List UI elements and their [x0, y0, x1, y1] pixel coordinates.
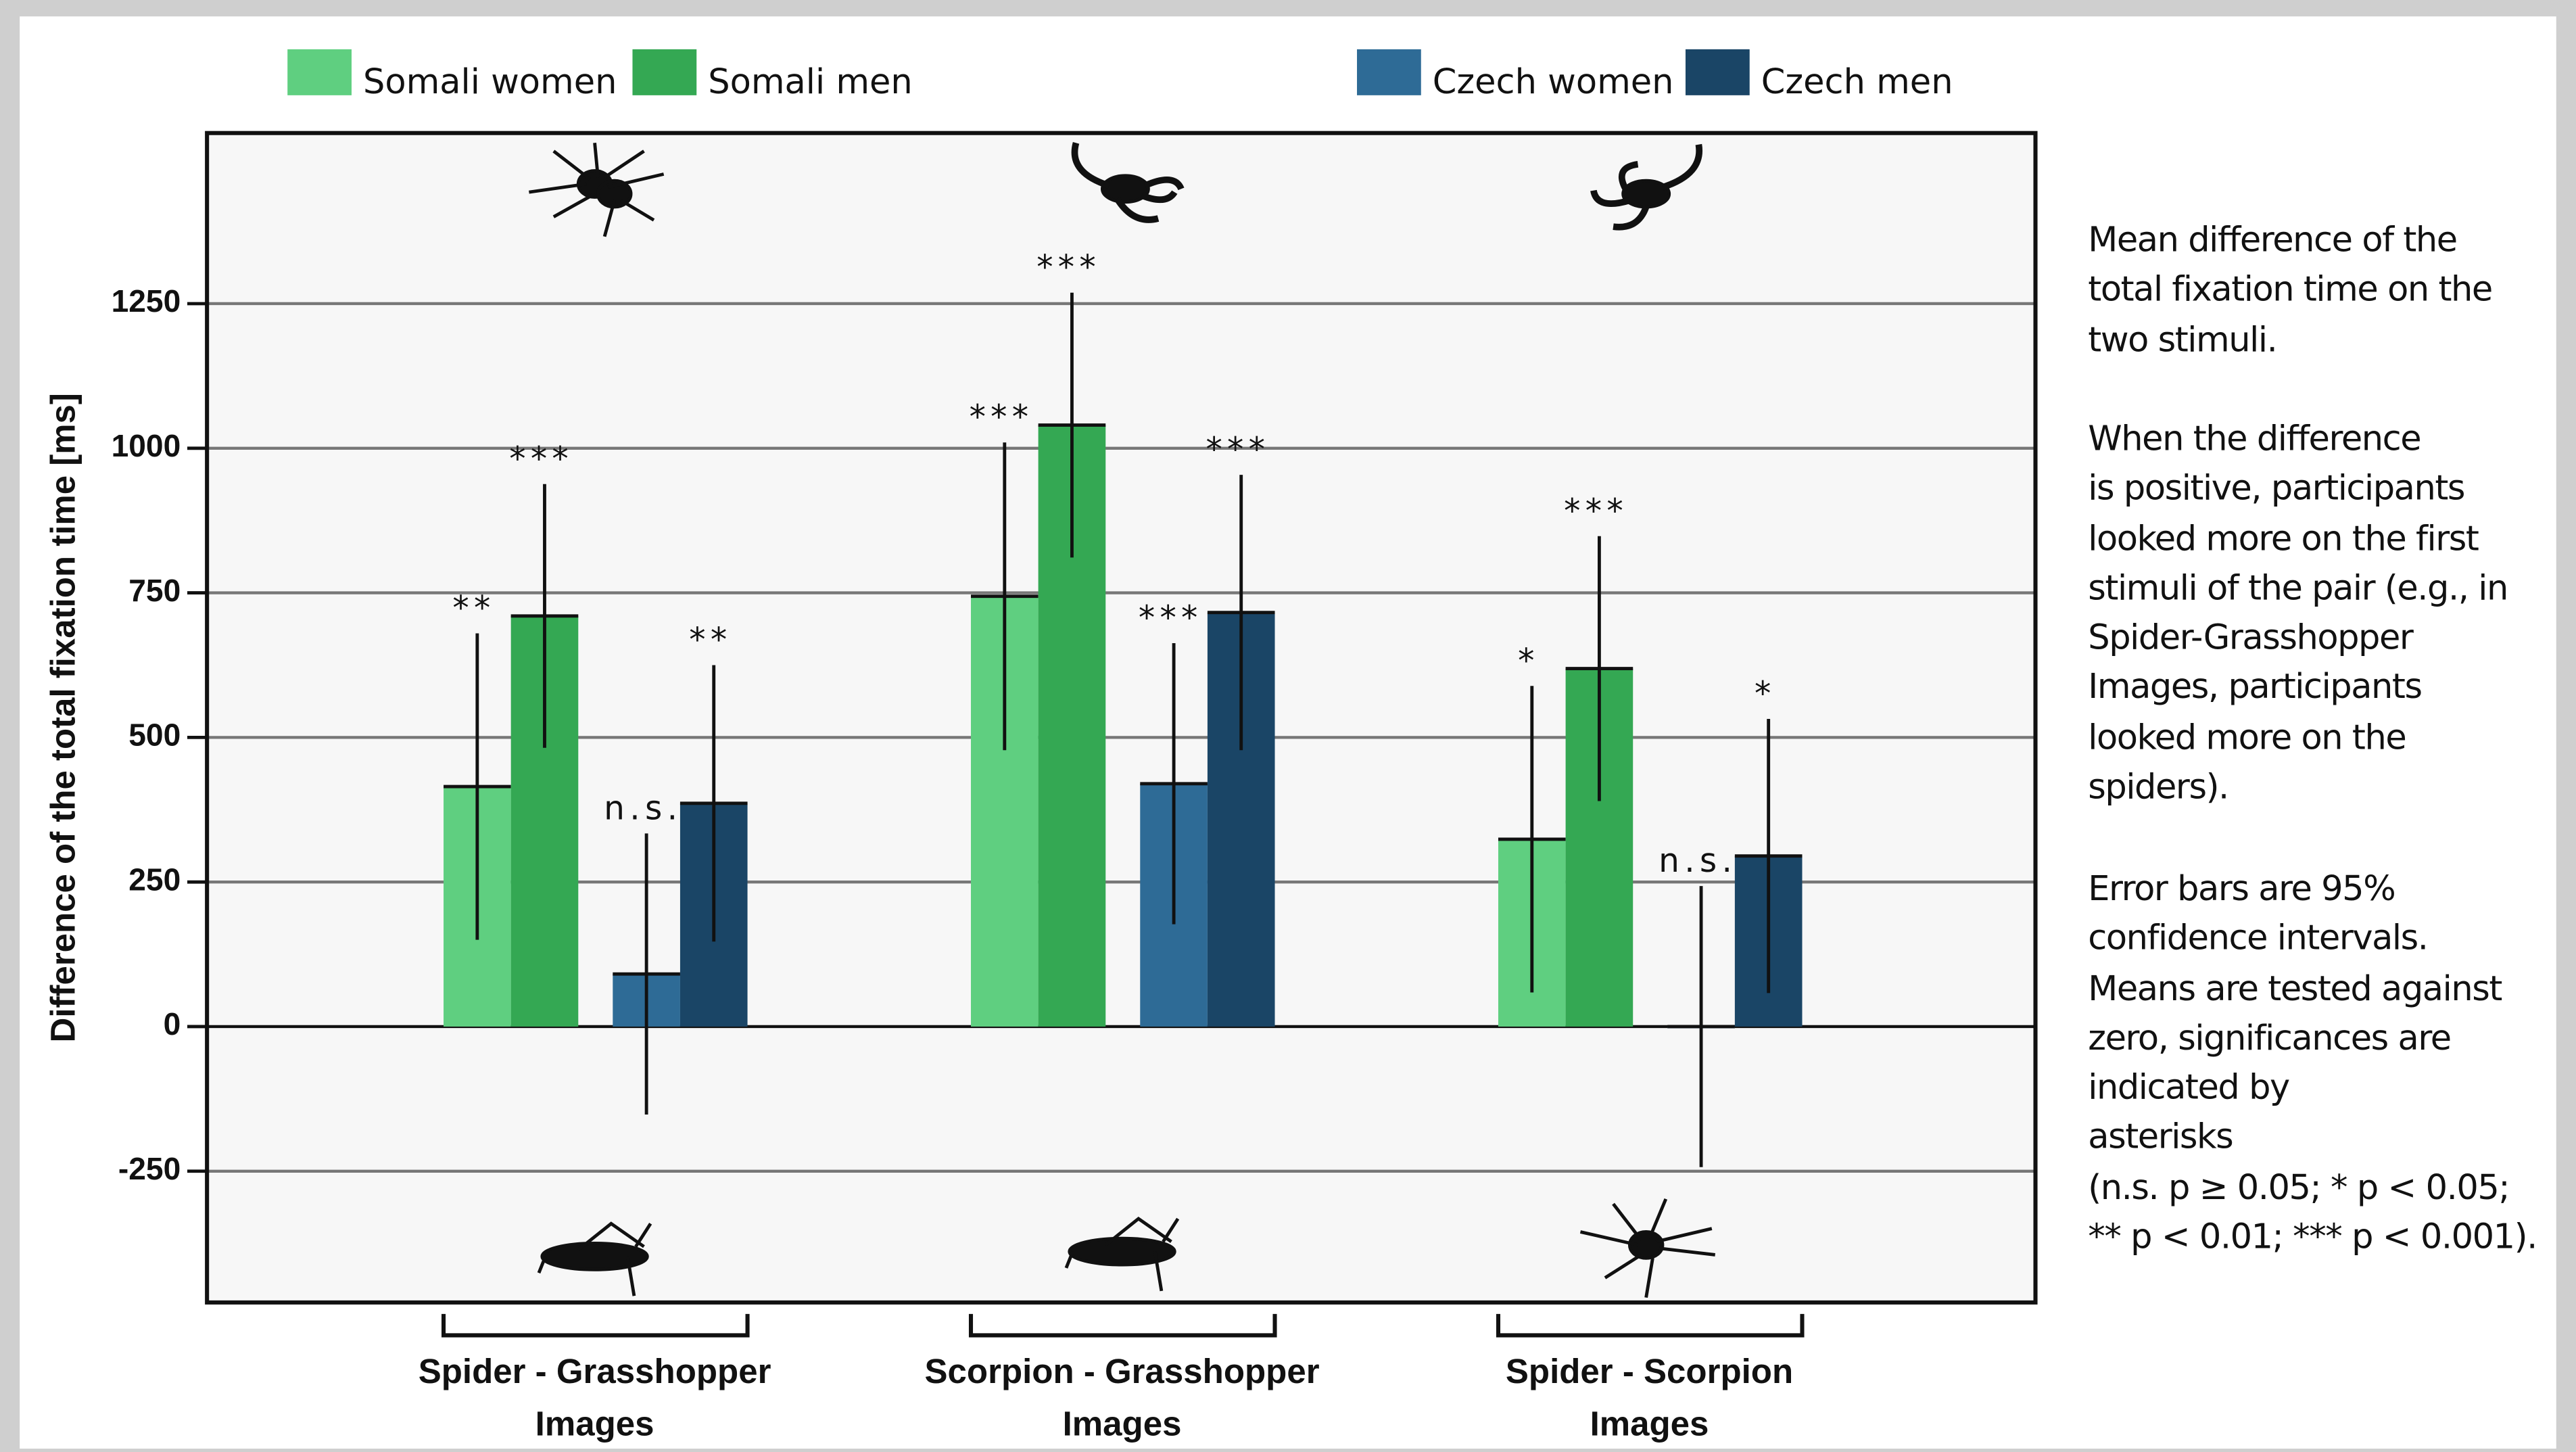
legend-label: Czech men — [1761, 62, 1953, 102]
category-bracket — [444, 1314, 748, 1336]
note-paragraph: When the difference is positive, partici… — [2088, 414, 2565, 812]
category-bracket — [1498, 1314, 1803, 1336]
significance-label: *** — [1036, 249, 1101, 287]
significance-label: *** — [1206, 431, 1270, 469]
page: {"chart_data": { "type": "bar", "y_label… — [0, 0, 2576, 1449]
significance-label: n.s. — [604, 789, 682, 827]
legend-label: Czech women — [1433, 62, 1674, 102]
plot-area — [207, 133, 2035, 1303]
note-paragraph: Error bars are 95% confidence intervals.… — [2088, 864, 2565, 1262]
y-tick-label: 0 — [164, 1006, 181, 1041]
significance-label: ** — [452, 589, 495, 627]
legend-swatch — [1357, 49, 1421, 95]
y-axis-label: Difference of the total fixation time [m… — [44, 393, 82, 1042]
significance-label: *** — [970, 398, 1034, 436]
significance-label: *** — [509, 440, 573, 478]
significance-label: *** — [1564, 492, 1628, 530]
y-tick-label: 250 — [128, 862, 181, 897]
note-paragraph: Mean difference of the total fixation ti… — [2088, 215, 2565, 365]
legend-swatch — [632, 49, 696, 95]
y-tick-label: 1000 — [112, 428, 181, 463]
legend-swatch — [287, 49, 352, 95]
significance-label: * — [1518, 642, 1540, 680]
significance-label: *** — [1139, 599, 1203, 637]
x-category-label: Spider - Scorpion Images — [1403, 1346, 1896, 1451]
significance-label: ** — [689, 621, 732, 659]
stage: -250025050075010001250*****n.s.*********… — [0, 0, 2576, 1449]
y-tick-label: 1250 — [112, 283, 181, 319]
y-tick-label: 500 — [128, 718, 181, 753]
y-tick-label: 750 — [128, 573, 181, 608]
category-bracket — [971, 1314, 1275, 1336]
x-category-label: Scorpion - Grasshopper Images — [876, 1346, 1368, 1451]
significance-label: n.s. — [1659, 842, 1737, 880]
significance-label: * — [1755, 675, 1776, 713]
legend-swatch — [1686, 49, 1750, 95]
legend-label: Somali women — [363, 62, 617, 102]
legend-label: Somali men — [708, 62, 913, 102]
x-category-label: Spider - Grasshopper Images — [348, 1346, 841, 1451]
y-tick-label: -250 — [118, 1151, 181, 1186]
